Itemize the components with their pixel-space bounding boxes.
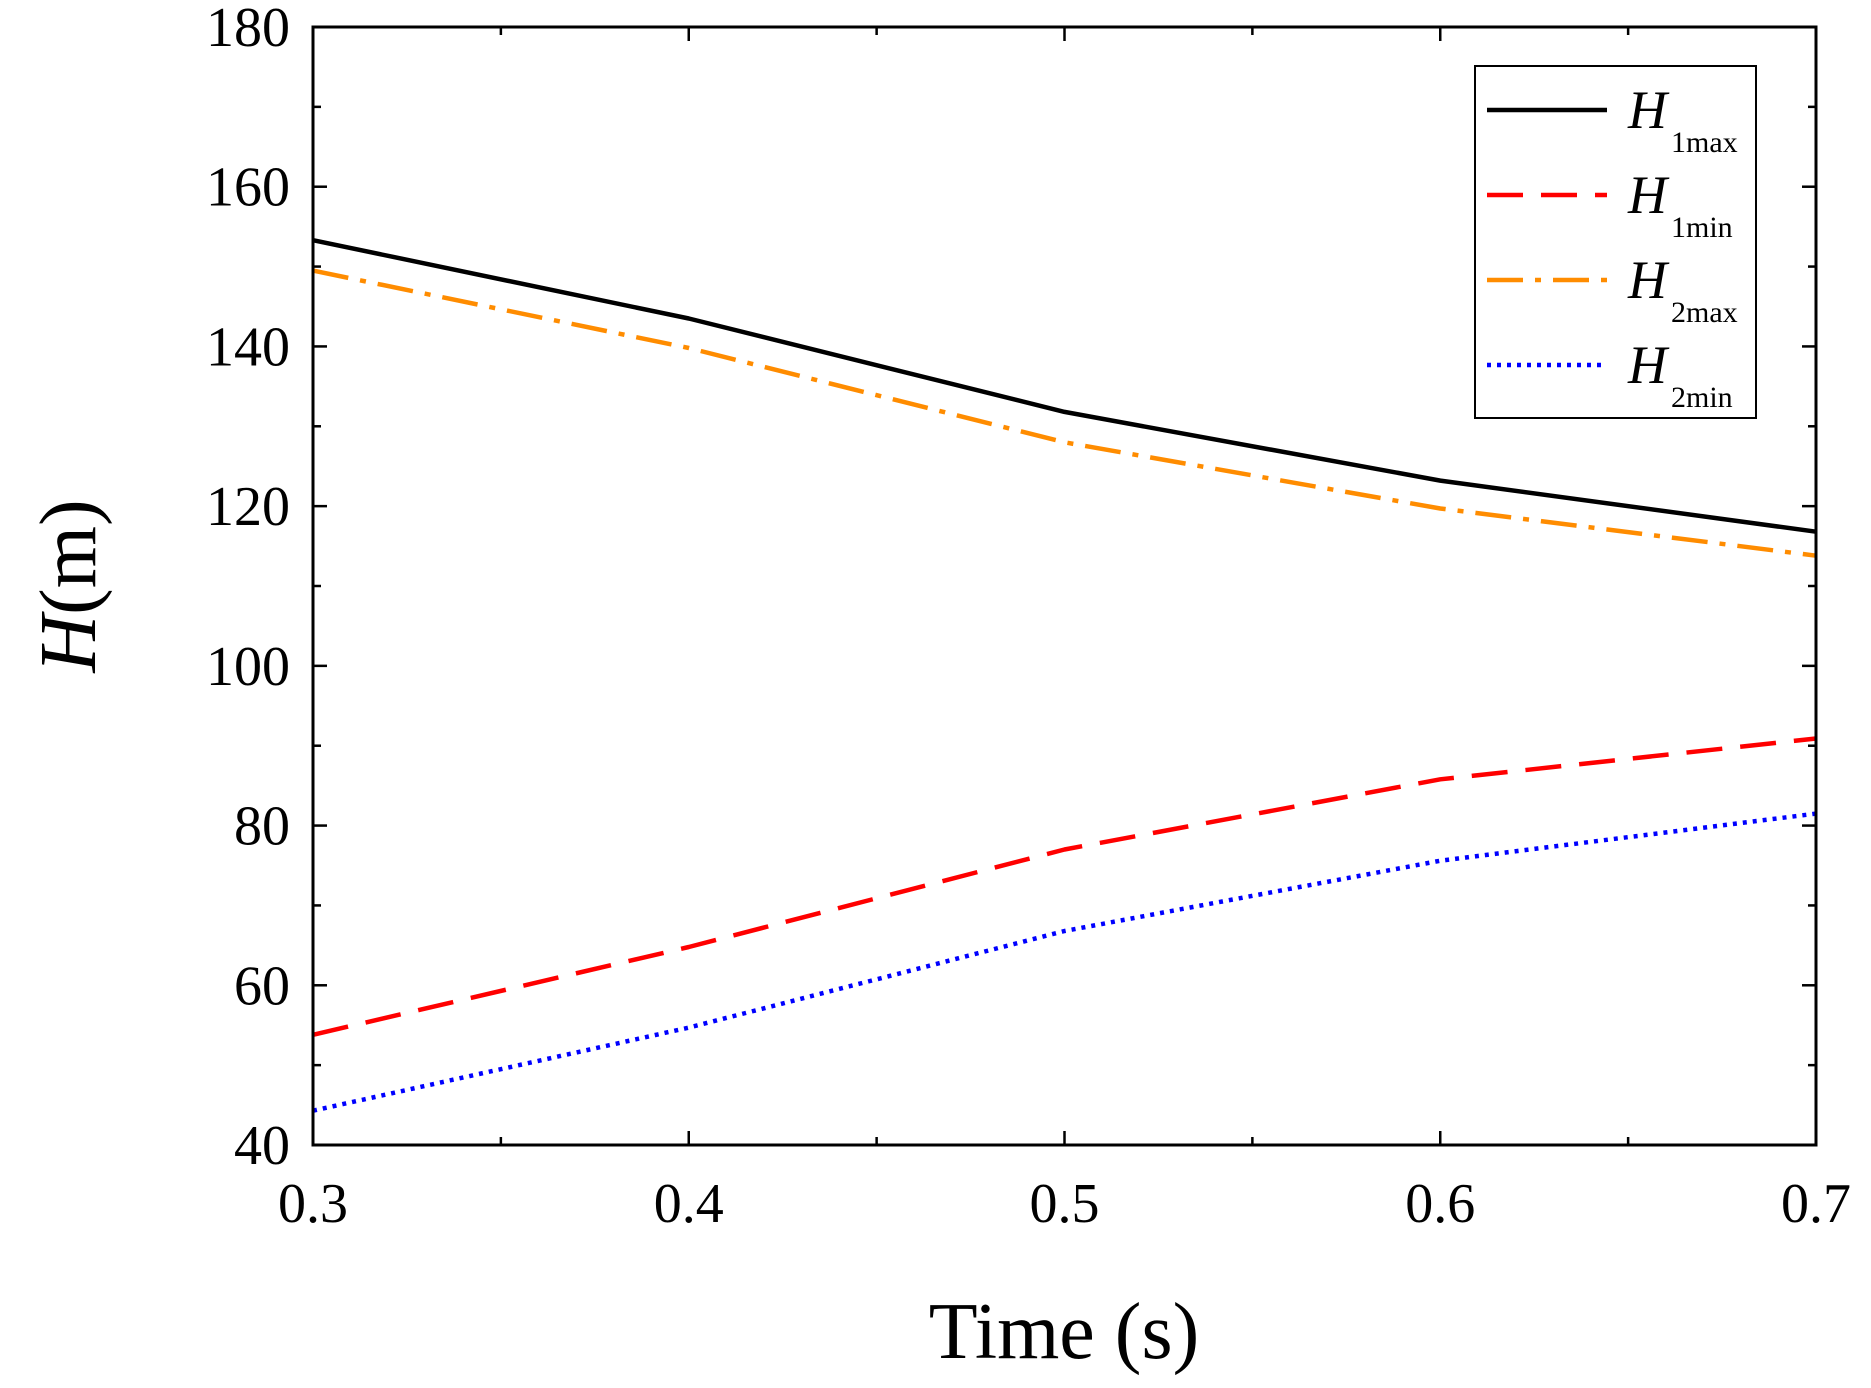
x-tick-label: 0.5	[1030, 1173, 1100, 1235]
legend-label-sub: 1min	[1671, 211, 1733, 244]
series-h2min-line	[312, 811, 1817, 1113]
legend-label-h2min: H2min	[1627, 335, 1733, 414]
x-tick-label: 0.3	[278, 1173, 348, 1235]
series-h1min-line	[312, 736, 1817, 1037]
y-axis-title: H(m)	[25, 499, 113, 673]
series-h2max-line	[312, 268, 1817, 558]
x-axis-title: Time (s)	[929, 1288, 1199, 1376]
y-tick-label: 80	[234, 796, 290, 858]
legend-label-sub: 1max	[1671, 126, 1738, 159]
legend-box	[1474, 65, 1757, 419]
legend-label-main: H	[1627, 80, 1670, 140]
plot-area	[312, 237, 1817, 1113]
y-tick-label: 40	[234, 1115, 290, 1177]
legend-label-h1min: H1min	[1627, 165, 1733, 244]
y-tick-label: 140	[206, 316, 290, 378]
legend-label-main: H	[1627, 250, 1670, 310]
axes: 0.3 0.4 0.5 0.6 0.7 40 60 80 100 120 140 160 180	[206, 0, 1851, 1235]
series-h1max-line	[312, 237, 1817, 534]
x-tick-label: 0.7	[1781, 1173, 1851, 1235]
legend-label-h2max: H2max	[1627, 250, 1738, 329]
x-tick-label: 0.6	[1405, 1173, 1475, 1235]
y-tick-label: 120	[206, 476, 290, 538]
y-axis-title-variable: H	[25, 611, 113, 674]
legend-label-sub: 2max	[1671, 296, 1738, 329]
legend-label-sub: 2min	[1671, 381, 1733, 414]
y-tick-label: 100	[206, 636, 290, 698]
y-tick-label: 60	[234, 955, 290, 1017]
legend-label-main: H	[1627, 335, 1670, 395]
legend-label-main: H	[1627, 165, 1670, 225]
y-tick-label: 160	[206, 157, 290, 219]
y-axis-title-unit: (m)	[25, 499, 113, 615]
y-tick-label: 180	[206, 0, 290, 59]
x-tick-label: 0.4	[654, 1173, 724, 1235]
legend-label-h1max: H1max	[1627, 80, 1738, 159]
